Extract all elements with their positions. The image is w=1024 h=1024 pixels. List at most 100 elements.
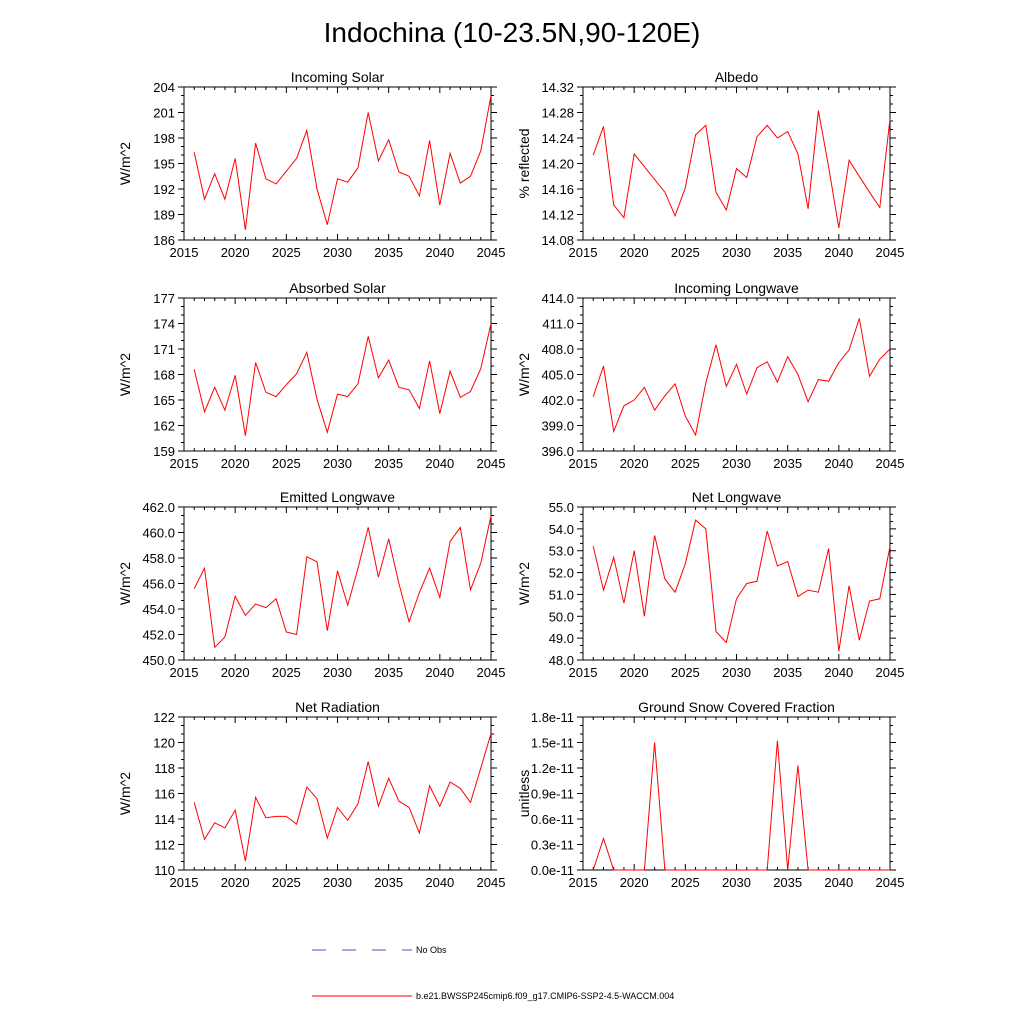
- y-tick-label: 112: [154, 838, 175, 853]
- y-tick-label: 110: [154, 863, 175, 878]
- series-line: [193, 323, 492, 436]
- y-tick-label: 452.0: [142, 628, 175, 643]
- y-tick-label: 460.0: [142, 526, 175, 541]
- x-tick-label: 2020: [221, 456, 250, 471]
- y-tick-label: 14.12: [541, 208, 574, 223]
- y-tick-label: 399.0: [541, 419, 574, 434]
- y-axis-label: W/m^2: [516, 353, 532, 396]
- x-tick-label: 2030: [722, 665, 751, 680]
- y-tick-label: 168: [153, 368, 175, 383]
- panel-net-radiation: Net Radiation W/m^2 2015 2020 2025 2030 2035 20…: [117, 699, 505, 890]
- legend-obs-label: No Obs: [416, 945, 447, 955]
- panel-absorbed-solar: Absorbed Solar W/m^2 2015 2020 2025 2030 2035 2…: [117, 280, 505, 471]
- y-tick-label: 414.0: [541, 291, 574, 306]
- y-tick-label: 122: [153, 710, 175, 725]
- x-tick-label: 2040: [824, 245, 853, 260]
- x-tick-label: 2035: [374, 245, 403, 260]
- y-tick-label: 0.9e-11: [531, 787, 574, 802]
- x-tick-label: 2025: [671, 875, 700, 890]
- series-line: [592, 110, 891, 228]
- panel-title: Albedo: [715, 69, 759, 85]
- x-tick-label: 2045: [876, 665, 905, 680]
- x-tick-label: 2035: [773, 875, 802, 890]
- legend: No Obs b.e21.BWSSP245cmip6.f09_g17.CMIP6…: [312, 945, 674, 1001]
- y-tick-label: 51.0: [549, 587, 574, 602]
- plot-frame: [582, 716, 891, 871]
- plot-frame: [183, 506, 492, 661]
- plot-frame: [183, 297, 492, 452]
- y-tick-label: 50.0: [549, 609, 574, 624]
- x-tick-label: 2035: [773, 456, 802, 471]
- x-tick-label: 2015: [569, 665, 598, 680]
- y-tick-label: 0.6e-11: [531, 812, 574, 827]
- y-tick-label: 114: [154, 812, 175, 827]
- y-axis-label: W/m^2: [117, 562, 133, 605]
- x-tick-label: 2045: [876, 456, 905, 471]
- y-tick-label: 204: [153, 80, 175, 95]
- x-tick-label: 2045: [876, 245, 905, 260]
- y-tick-label: 49.0: [549, 631, 574, 646]
- y-axis-label: W/m^2: [117, 142, 133, 185]
- panel-incoming-solar: Incoming Solar W/m^2 2015 2020 2025 2030 2035 2…: [117, 69, 505, 260]
- series-line: [193, 515, 492, 649]
- y-tick-label: 165: [153, 393, 175, 408]
- x-tick-label: 2040: [824, 456, 853, 471]
- x-tick-label: 2020: [620, 875, 649, 890]
- x-tick-label: 2030: [323, 245, 352, 260]
- x-tick-label: 2020: [620, 245, 649, 260]
- y-tick-label: 177: [153, 291, 175, 306]
- y-tick-label: 195: [153, 157, 175, 172]
- x-tick-label: 2020: [221, 245, 250, 260]
- figure-title: Indochina (10-23.5N,90-120E): [324, 17, 701, 48]
- x-tick-label: 2020: [221, 665, 250, 680]
- y-tick-label: 171: [153, 342, 175, 357]
- y-tick-label: 54.0: [549, 522, 574, 537]
- x-tick-label: 2030: [722, 875, 751, 890]
- y-tick-label: 402.0: [541, 393, 574, 408]
- plot-frame: [183, 86, 492, 241]
- y-tick-label: 162: [153, 419, 175, 434]
- x-tick-label: 2035: [374, 875, 403, 890]
- y-tick-label: 1.2e-11: [531, 761, 574, 776]
- panel-title: Net Radiation: [295, 699, 380, 715]
- series-line: [592, 318, 891, 437]
- x-tick-label: 2015: [569, 245, 598, 260]
- panel-title: Net Longwave: [692, 489, 782, 505]
- x-tick-label: 2030: [323, 456, 352, 471]
- y-tick-label: 186: [153, 233, 175, 248]
- plot-frame: [582, 506, 891, 661]
- y-tick-label: 405.0: [541, 368, 574, 383]
- x-tick-label: 2015: [569, 875, 598, 890]
- y-tick-label: 192: [153, 182, 175, 197]
- panel-title: Absorbed Solar: [289, 280, 386, 296]
- panel-title: Ground Snow Covered Fraction: [638, 699, 835, 715]
- x-tick-label: 2025: [272, 245, 301, 260]
- y-axis-label: % reflected: [516, 128, 532, 198]
- x-tick-label: 2035: [374, 665, 403, 680]
- y-tick-label: 174: [153, 317, 175, 332]
- x-tick-label: 2040: [824, 875, 853, 890]
- y-tick-label: 198: [153, 131, 175, 146]
- y-tick-label: 450.0: [142, 653, 175, 668]
- series-line: [592, 519, 891, 652]
- y-tick-label: 53.0: [549, 544, 574, 559]
- x-tick-label: 2040: [824, 665, 853, 680]
- plot-frame: [582, 86, 891, 241]
- x-tick-label: 2035: [374, 456, 403, 471]
- x-tick-label: 2045: [477, 665, 506, 680]
- y-tick-label: 118: [154, 761, 175, 776]
- legend-model-label: b.e21.BWSSP245cmip6.f09_g17.CMIP6-SSP2-4…: [416, 991, 674, 1001]
- x-tick-label: 2040: [425, 456, 454, 471]
- y-tick-label: 14.32: [541, 80, 574, 95]
- y-tick-label: 201: [153, 106, 175, 121]
- y-tick-label: 120: [153, 736, 175, 751]
- y-tick-label: 14.08: [541, 233, 574, 248]
- x-tick-label: 2020: [620, 456, 649, 471]
- x-tick-label: 2030: [722, 456, 751, 471]
- y-axis-label: W/m^2: [117, 353, 133, 396]
- y-tick-label: 0.0e-11: [531, 863, 574, 878]
- series-line: [592, 740, 890, 871]
- y-tick-label: 14.20: [541, 157, 574, 172]
- x-tick-label: 2045: [876, 875, 905, 890]
